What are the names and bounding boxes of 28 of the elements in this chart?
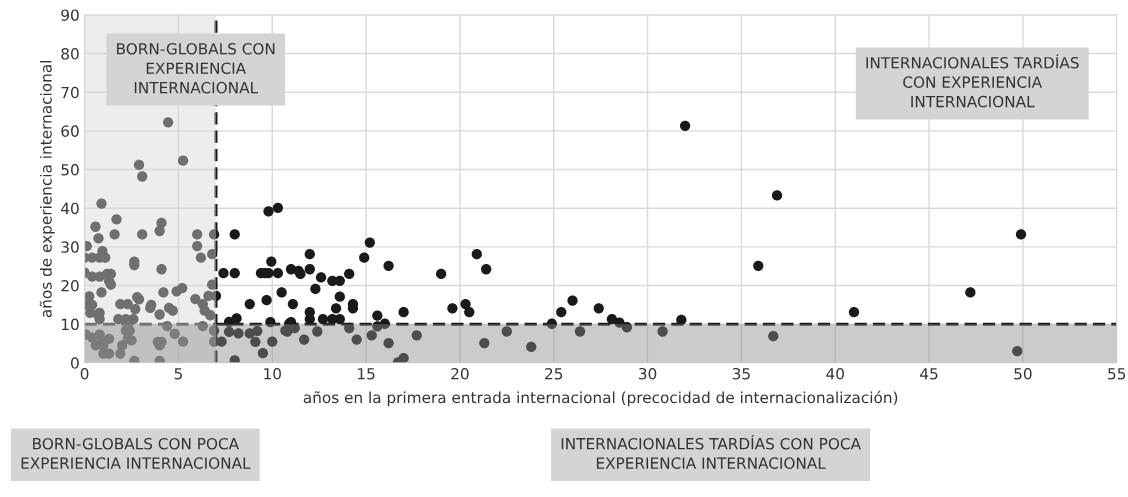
x-tick-label: 10 (264, 367, 281, 380)
x-tick-label: 35 (732, 367, 750, 380)
x-tick-label: 50 (1014, 367, 1032, 380)
annotation: BORN-GLOBALS CON EXPERIENCIA INTERNACIONAL (117, 43, 275, 94)
x-tick-label: 25 (545, 367, 563, 380)
text: BORN-GLOBALS CON POCA EXPERIENCIA INTERNACIONAL (21, 437, 251, 469)
y-tick-label: 40 (61, 202, 79, 215)
x-tick-label: 20 (451, 367, 469, 380)
x-tick-label: 15 (358, 368, 375, 380)
x-tick-label: 45 (920, 368, 938, 380)
x-tick-label: 5 (174, 368, 182, 380)
y-tick-label: 80 (61, 48, 79, 60)
x-tick-label: 55 (1108, 368, 1126, 380)
y-tick-label: 20 (61, 279, 79, 292)
y-axis-title: años de experiencia internacional (39, 61, 55, 318)
x-tick-label: 30 (639, 367, 657, 380)
text: INTERNACIONALES TARDÍAS CON POCA EXPERIENCIA INTERNACIONAL (561, 435, 861, 469)
y-tick-label: 50 (61, 164, 79, 176)
x-tick-label: 0 (80, 367, 89, 380)
y-tick-label: 10 (61, 318, 79, 331)
x-axis-title: años en la primera entrada internacional (precocidad de internacionalización) (303, 390, 898, 407)
y-tick-label: 90 (61, 9, 79, 21)
y-tick-label: 60 (61, 125, 79, 137)
y-tick-label: 70 (61, 86, 79, 99)
y-tick-label: 30 (61, 241, 79, 253)
y-tick-label: 0 (71, 357, 79, 369)
annotation: INTERNACIONALES TARDÍAS CON EXPERIENCIA INTERNACIONAL (866, 54, 1079, 108)
x-tick-label: 40 (826, 367, 844, 380)
